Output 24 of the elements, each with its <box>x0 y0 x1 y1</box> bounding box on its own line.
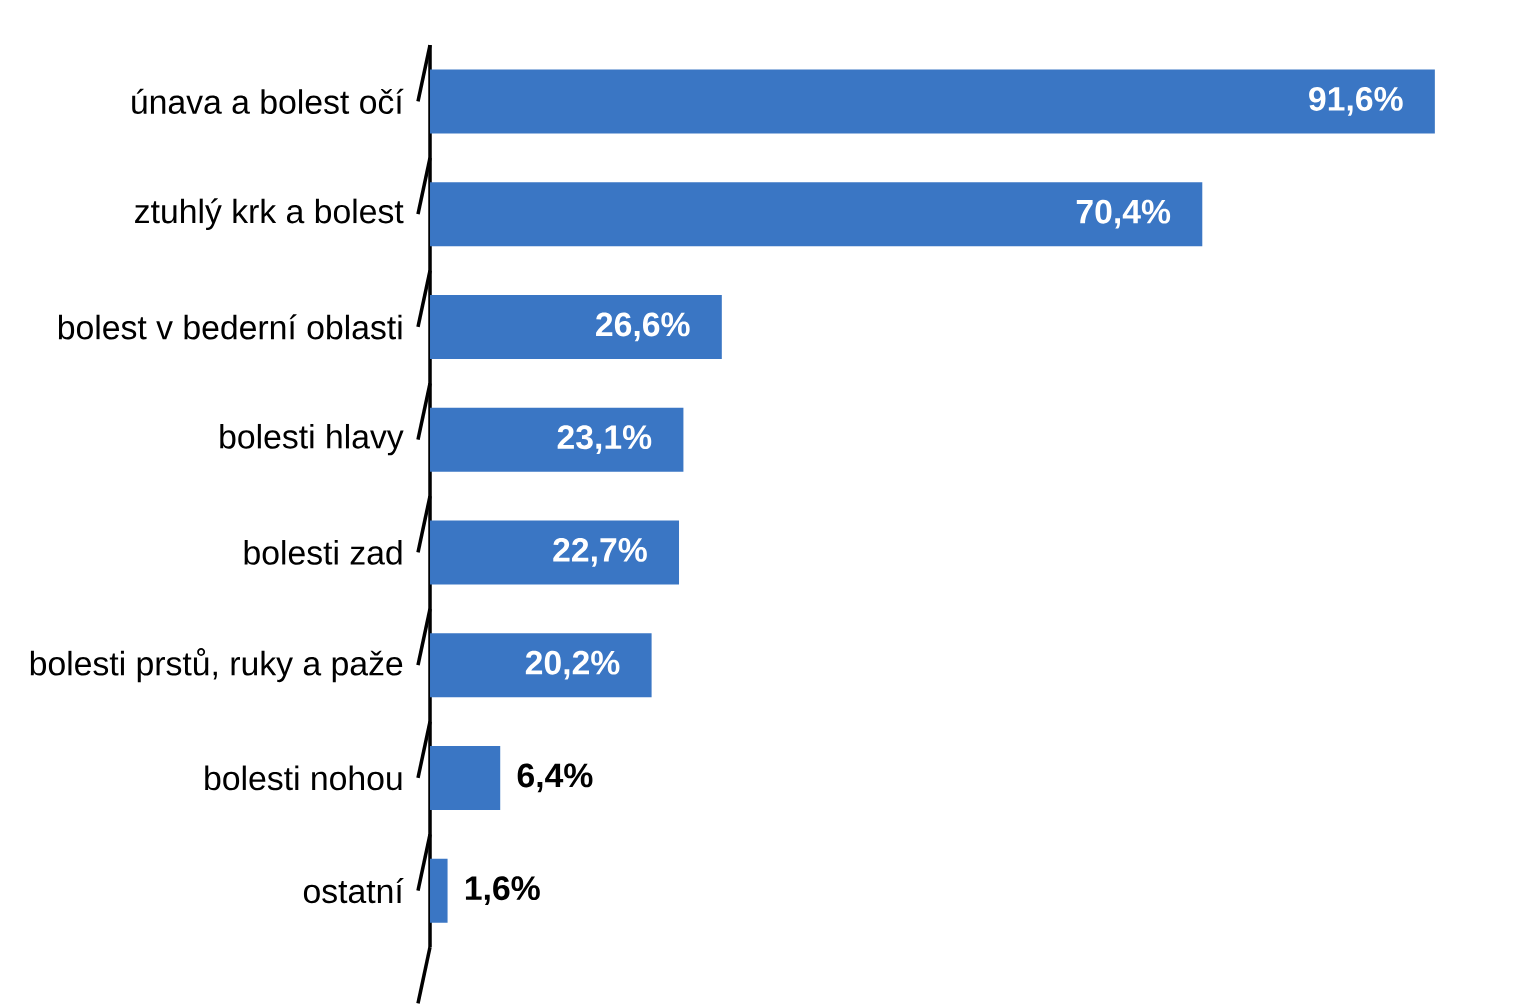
data-label: 23,1% <box>557 425 652 454</box>
bar <box>430 520 680 585</box>
bar <box>430 745 501 810</box>
y-tick-label: bolesti zad <box>244 539 402 565</box>
bar <box>430 407 684 472</box>
y-tick-label: bolest v bederní oblasti <box>58 314 402 340</box>
bar <box>430 633 652 698</box>
bar <box>430 294 722 359</box>
y-tick-label: ztuhlý krk a bolest <box>135 198 404 230</box>
data-label: 6,4% <box>517 763 593 793</box>
bar <box>430 182 1203 247</box>
y-tick-label: únava a bolest očí <box>132 88 404 114</box>
y-tick-label: bolesti hlavy <box>220 423 404 456</box>
data-label: 70,4% <box>1076 199 1171 229</box>
data-label: 26,6% <box>596 312 690 342</box>
bar <box>430 858 448 923</box>
y-tick-label: bolesti prstů, ruky a paže <box>30 648 403 683</box>
bar <box>430 69 1435 134</box>
data-label: 20,2% <box>525 650 620 680</box>
data-label: 22,7% <box>553 537 647 567</box>
data-label: 91,6% <box>1309 86 1403 116</box>
y-tick-label: bolesti nohou <box>205 765 402 791</box>
y-tick-label: ostatní <box>303 877 404 904</box>
data-label: 1,6% <box>465 876 540 905</box>
